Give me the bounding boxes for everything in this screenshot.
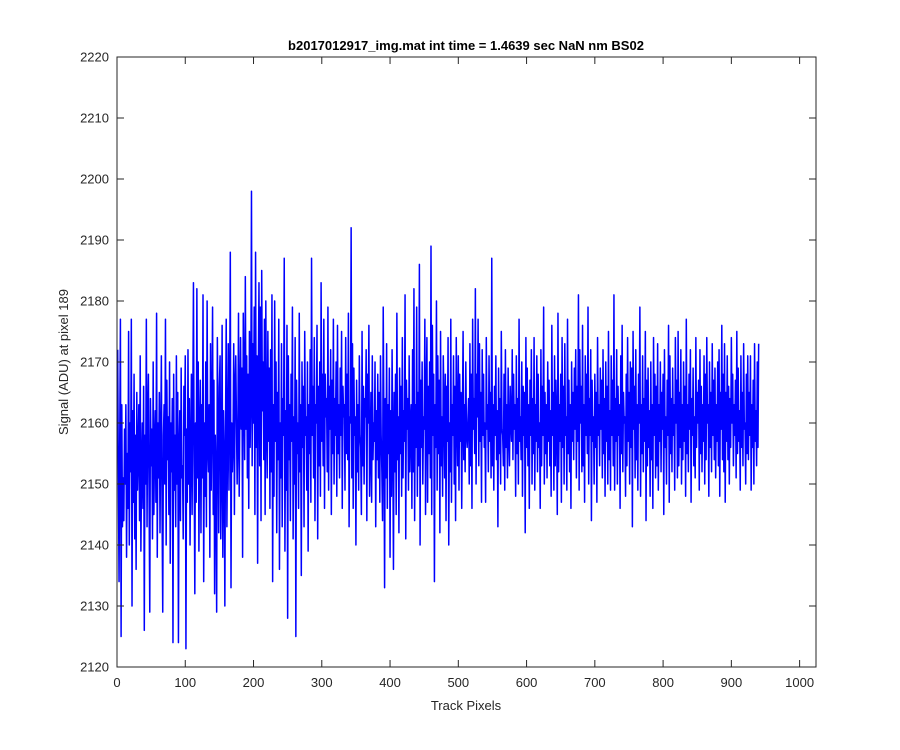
x-tick-label: 800 [652, 675, 674, 690]
x-axis-label: Track Pixels [431, 698, 502, 713]
series-layer [116, 190, 760, 650]
x-tick-label: 300 [311, 675, 333, 690]
x-tick-label: 400 [379, 675, 401, 690]
x-tick-label: 200 [243, 675, 265, 690]
series-line-0 [116, 190, 760, 650]
x-tick-label: 100 [174, 675, 196, 690]
y-tick-label: 2190 [80, 233, 109, 248]
y-tick-label: 2120 [80, 660, 109, 675]
x-tick-label: 1000 [785, 675, 814, 690]
x-tick-label: 500 [447, 675, 469, 690]
chart-title: b2017012917_img.mat int time = 1.4639 se… [288, 38, 644, 53]
x-tick-label: 900 [721, 675, 743, 690]
x-tick-label: 600 [516, 675, 538, 690]
y-tick-label: 2210 [80, 111, 109, 126]
y-tick-label: 2140 [80, 538, 109, 553]
x-tick-label: 700 [584, 675, 606, 690]
y-tick-label: 2180 [80, 294, 109, 309]
y-tick-label: 2160 [80, 416, 109, 431]
y-axis-label: Signal (ADU) at pixel 189 [56, 289, 71, 435]
y-tick-label: 2150 [80, 477, 109, 492]
y-tick-label: 2170 [80, 355, 109, 370]
y-tick-label: 2220 [80, 50, 109, 65]
y-tick-label: 2200 [80, 172, 109, 187]
x-axis: 0 100 200 300 400 500 600 700 800 900 1000 [113, 57, 814, 690]
y-axis: 2120 2130 2140 2150 2160 2170 2180 2190 2200 2210… [80, 50, 816, 675]
y-tick-label: 2130 [80, 599, 109, 614]
x-tick-label: 0 [113, 675, 120, 690]
